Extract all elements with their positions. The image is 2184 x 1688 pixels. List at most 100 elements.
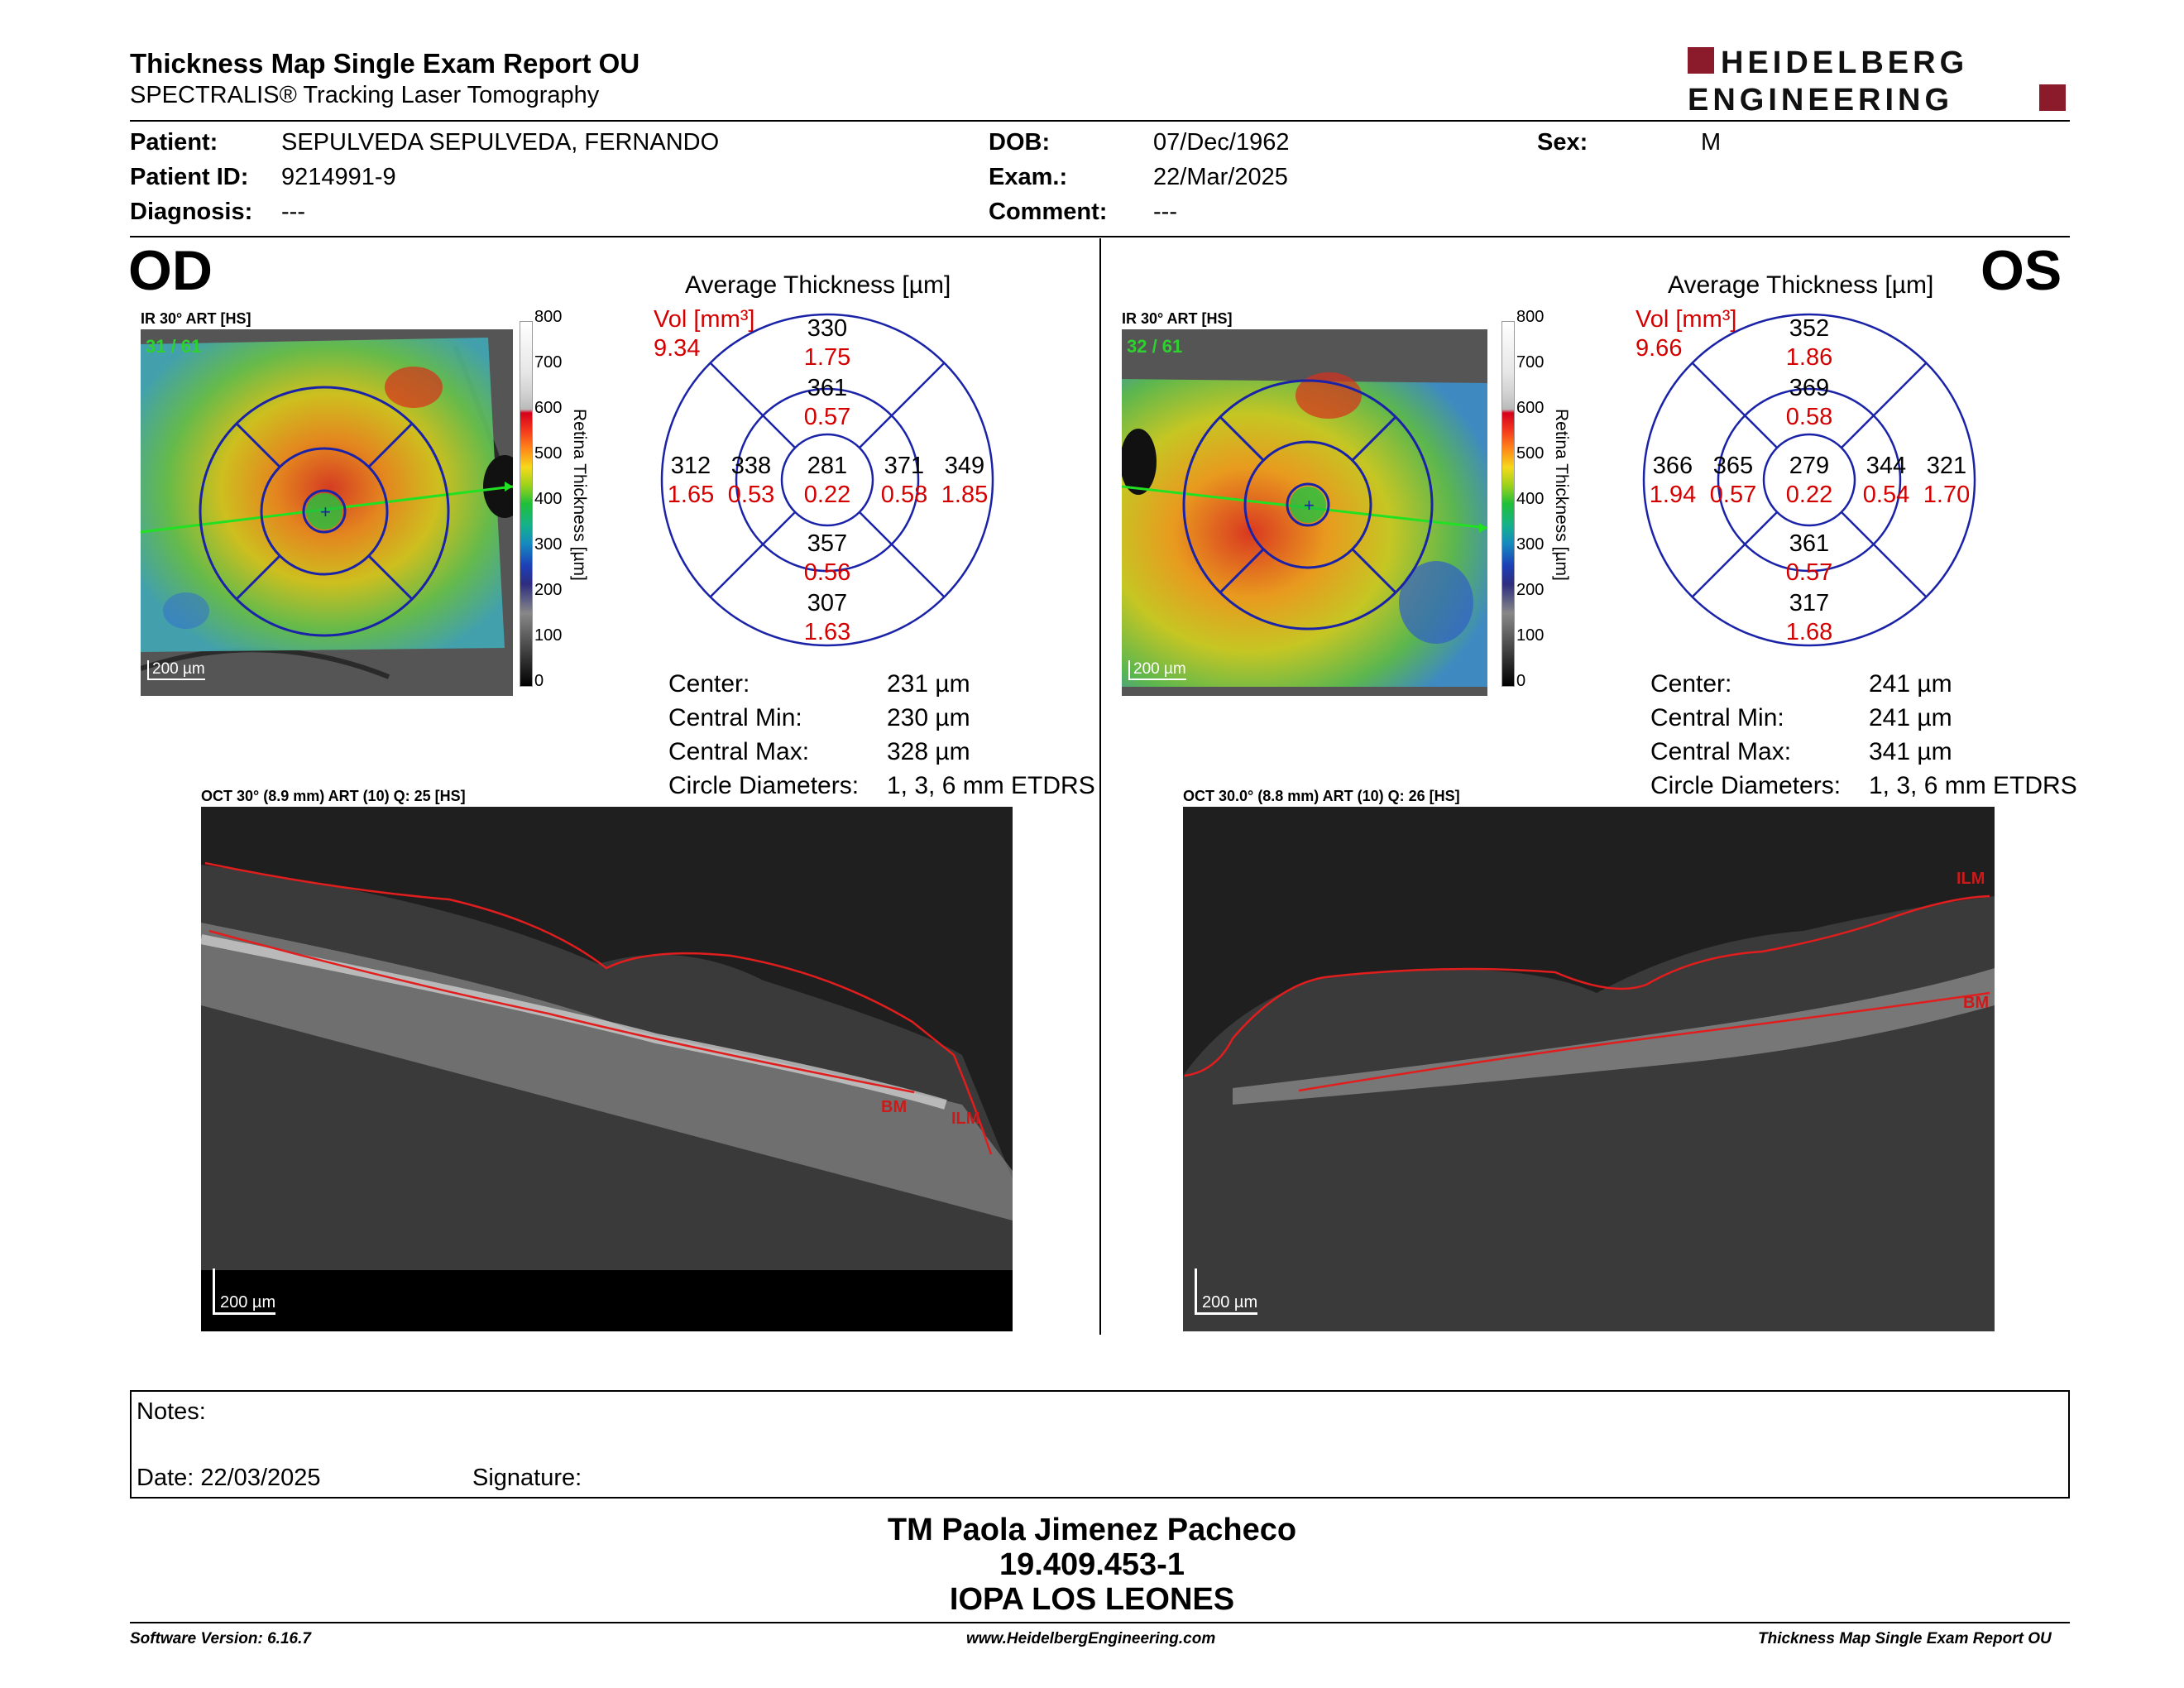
report-title: Thickness Map Single Exam Report OU bbox=[130, 48, 640, 79]
notes-box[interactable]: Notes: Date: 22/03/2025 Signature: bbox=[130, 1390, 2070, 1499]
colorbar-tick: 600 bbox=[1516, 399, 1545, 417]
sector-outer-left-thickness-od: 312 bbox=[670, 453, 711, 479]
footer-report-title: Thickness Map Single Exam Report OU bbox=[1758, 1630, 2052, 1647]
fundus-image-os: + 32 / 61 200 µm bbox=[1122, 329, 1487, 696]
colorbar-tick: 300 bbox=[534, 535, 563, 554]
exam-label: Exam.: bbox=[989, 164, 1068, 190]
eye-divider bbox=[1099, 238, 1101, 1335]
sector-inner-right-thickness-od: 371 bbox=[884, 453, 925, 479]
central-max-value-od: 328 µm bbox=[887, 738, 970, 765]
etdrs-grid-os bbox=[1640, 310, 1979, 650]
colorbar-tick: 100 bbox=[1516, 626, 1545, 645]
colorbar-tick: 200 bbox=[1516, 581, 1545, 599]
dob-value: 07/Dec/1962 bbox=[1153, 129, 1290, 156]
colorbar-tick: 700 bbox=[534, 353, 563, 372]
sector-outer-inf-volume-os: 1.68 bbox=[1785, 619, 1833, 645]
date-label: Date: 22/03/2025 bbox=[136, 1465, 321, 1491]
sector-inner-sup-volume-os: 0.58 bbox=[1785, 404, 1833, 430]
sector-inner-sup-thickness-os: 369 bbox=[1789, 375, 1830, 401]
center-value-os: 241 µm bbox=[1869, 670, 1952, 698]
patient-label: Patient: bbox=[130, 129, 218, 156]
scale-bar-od: 200 µm bbox=[147, 660, 205, 680]
sector-outer-inf-thickness-os: 317 bbox=[1789, 590, 1830, 616]
website-link[interactable]: www.HeidelbergEngineering.com bbox=[966, 1630, 1216, 1647]
center-value-od: 231 µm bbox=[887, 670, 970, 698]
vol-label-od: Vol [mm³] bbox=[654, 306, 755, 333]
sector-outer-right-thickness-os: 321 bbox=[1926, 453, 1967, 479]
etdrs-grid-od bbox=[658, 310, 997, 650]
header-divider bbox=[130, 120, 2070, 122]
oct-bscan-od: BM ILM 200 µm bbox=[201, 807, 1013, 1331]
colorbar-tick: 400 bbox=[1516, 490, 1545, 508]
bm-label-od: BM bbox=[881, 1098, 908, 1116]
center-label-od: Center: bbox=[668, 670, 750, 698]
colorbar-tick: 600 bbox=[534, 399, 563, 417]
patient-divider bbox=[130, 236, 2070, 237]
sector-outer-right-volume-os: 1.70 bbox=[1923, 482, 1971, 508]
sector-inner-sup-thickness-od: 361 bbox=[807, 375, 848, 401]
svg-text:+: + bbox=[320, 501, 331, 522]
signature-label: Signature: bbox=[472, 1465, 582, 1491]
colorbar-tick: 200 bbox=[534, 581, 563, 599]
ir-counter-od: 31 / 61 bbox=[146, 336, 202, 357]
comment-label: Comment: bbox=[989, 199, 1108, 225]
oct-scale-bar-od: 200 µm bbox=[213, 1268, 276, 1315]
eye-label-os: OS bbox=[1980, 239, 2062, 302]
colorbar-od bbox=[520, 321, 533, 687]
dob-label: DOB: bbox=[989, 129, 1051, 156]
ilm-label-od: ILM bbox=[951, 1110, 980, 1128]
ilm-label-os: ILM bbox=[1956, 870, 1985, 888]
sector-outer-left-volume-od: 1.65 bbox=[667, 482, 715, 508]
sector-outer-inf-thickness-od: 307 bbox=[807, 590, 848, 616]
scale-bar-os: 200 µm bbox=[1128, 660, 1186, 680]
oct-label-os: OCT 30.0° (8.8 mm) ART (10) Q: 26 [HS] bbox=[1183, 788, 1460, 804]
sector-inner-left-thickness-os: 365 bbox=[1712, 453, 1754, 479]
sector-center-thickness-os: 279 bbox=[1789, 453, 1830, 479]
heidelberg-logo: HEIDELBERG ENGINEERING bbox=[1688, 46, 2068, 117]
sector-outer-sup-volume-od: 1.75 bbox=[803, 344, 851, 371]
sector-outer-left-thickness-os: 366 bbox=[1652, 453, 1693, 479]
circle-diameters-value-od: 1, 3, 6 mm ETDRS bbox=[887, 772, 1095, 799]
colorbar-tick: 400 bbox=[534, 490, 563, 508]
sector-outer-inf-volume-od: 1.63 bbox=[803, 619, 851, 645]
oct-bscan-os: ILM BM 200 µm bbox=[1183, 807, 1995, 1331]
sector-inner-sup-volume-od: 0.57 bbox=[803, 404, 851, 430]
sector-outer-right-volume-od: 1.85 bbox=[941, 482, 989, 508]
eye-label-od: OD bbox=[128, 239, 213, 302]
avg-thickness-title-os: Average Thickness [µm] bbox=[1668, 271, 1934, 299]
signer-rut: 19.409.453-1 bbox=[999, 1547, 1185, 1582]
svg-text:ENGINEERING: ENGINEERING bbox=[1688, 83, 1953, 116]
patient-id: 9214991-9 bbox=[281, 164, 396, 190]
colorbar-label: Retina Thickness [µm] bbox=[1552, 409, 1571, 581]
sex-label: Sex: bbox=[1537, 129, 1588, 156]
signer-organization: IOPA LOS LEONES bbox=[949, 1582, 1235, 1617]
circle-diameters-label-od: Circle Diameters: bbox=[668, 772, 860, 799]
colorbar-tick: 700 bbox=[1516, 353, 1545, 372]
sector-inner-left-volume-os: 0.57 bbox=[1709, 482, 1757, 508]
central-max-value-os: 341 µm bbox=[1869, 738, 1952, 765]
sector-center-volume-os: 0.22 bbox=[1785, 482, 1833, 508]
colorbar-os bbox=[1502, 321, 1515, 687]
ir-counter-os: 32 / 61 bbox=[1127, 336, 1183, 357]
notes-label: Notes: bbox=[136, 1398, 206, 1425]
ir-label-od: IR 30° ART [HS] bbox=[141, 310, 251, 327]
patient-id-label: Patient ID: bbox=[130, 164, 249, 190]
footer-divider bbox=[130, 1622, 2070, 1623]
sector-inner-inf-thickness-od: 357 bbox=[807, 530, 848, 557]
vol-label-os: Vol [mm³] bbox=[1636, 306, 1737, 333]
software-version: Software Version: 6.16.7 bbox=[130, 1630, 311, 1647]
svg-text:+: + bbox=[1304, 495, 1315, 516]
diagnosis-label: Diagnosis: bbox=[130, 199, 253, 225]
colorbar-label: Retina Thickness [µm] bbox=[570, 409, 589, 581]
sector-inner-right-volume-os: 0.54 bbox=[1862, 482, 1910, 508]
svg-text:HEIDELBERG: HEIDELBERG bbox=[1721, 46, 1968, 80]
comment-value: --- bbox=[1153, 199, 1177, 225]
colorbar-tick: 500 bbox=[534, 444, 563, 463]
central-min-label-od: Central Min: bbox=[668, 704, 802, 731]
oct-scale-bar-os: 200 µm bbox=[1195, 1268, 1258, 1315]
sector-center-volume-od: 0.22 bbox=[803, 482, 851, 508]
sector-outer-right-thickness-od: 349 bbox=[944, 453, 985, 479]
exam-value: 22/Mar/2025 bbox=[1153, 164, 1288, 190]
sector-outer-left-volume-os: 1.94 bbox=[1649, 482, 1697, 508]
fundus-image-od: + 31 / 61 200 µm bbox=[141, 329, 513, 696]
